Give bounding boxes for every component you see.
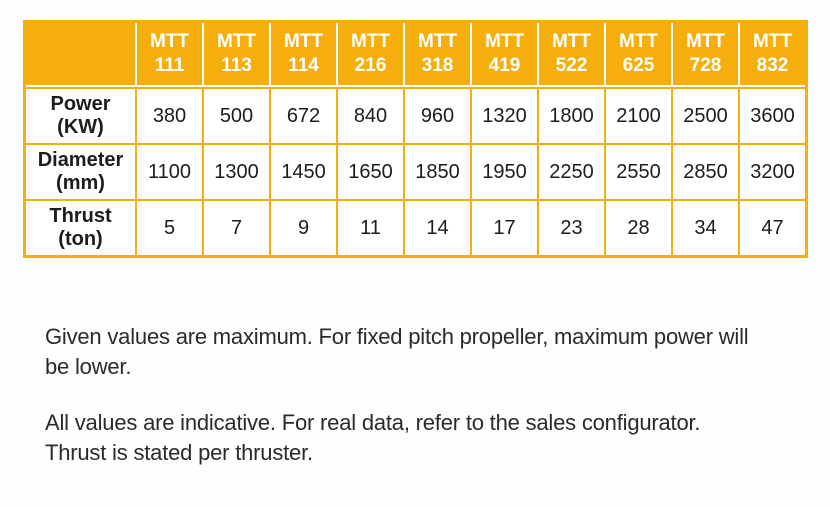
column-header-model: 419 (488, 55, 521, 76)
header-row: MTT 111 MTT 113 MTT 114 MTT 216 MTT 31 (26, 23, 805, 87)
spec-value-cell: 17 (470, 199, 537, 255)
row-label-text: Diameter (37, 149, 124, 171)
column-header-mtt-111: MTT 111 (135, 23, 202, 87)
spec-value-cell: 34 (671, 199, 738, 255)
table-row-thrust: Thrust (ton) 5 7 9 11 14 17 23 28 34 47 (26, 199, 805, 255)
row-label-power: Power (KW) (26, 87, 135, 143)
spec-value-cell: 1950 (470, 143, 537, 199)
column-header-model: 728 (689, 55, 722, 76)
spec-value-cell: 3200 (738, 143, 805, 199)
spec-value-cell: 7 (202, 199, 269, 255)
column-header-series: MTT (283, 31, 324, 52)
spec-value-cell: 47 (738, 199, 805, 255)
spec-value-cell: 2550 (604, 143, 671, 199)
spec-value-cell: 23 (537, 199, 604, 255)
table-row-diameter: Diameter (mm) 1100 1300 1450 1650 1850 1… (26, 143, 805, 199)
spec-value-cell: 2500 (671, 87, 738, 143)
column-header-series: MTT (149, 31, 190, 52)
column-header-series: MTT (417, 31, 458, 52)
spec-value-cell: 1300 (202, 143, 269, 199)
spec-value-cell: 9 (269, 199, 336, 255)
row-label-thrust: Thrust (ton) (26, 199, 135, 255)
row-label-unit: (mm) (56, 172, 105, 194)
column-header-series: MTT (350, 31, 391, 52)
column-header-mtt-832: MTT 832 (738, 23, 805, 87)
spec-value-cell: 2250 (537, 143, 604, 199)
column-header-model: 832 (756, 55, 789, 76)
spec-value-cell: 840 (336, 87, 403, 143)
spec-value-cell: 1650 (336, 143, 403, 199)
spec-value-cell: 1100 (135, 143, 202, 199)
column-header-mtt-113: MTT 113 (202, 23, 269, 87)
column-header-mtt-625: MTT 625 (604, 23, 671, 87)
column-header-model: 216 (354, 55, 387, 76)
spec-value-cell: 3600 (738, 87, 805, 143)
spec-value-cell: 2850 (671, 143, 738, 199)
thruster-spec-table-wrap: MTT 111 MTT 113 MTT 114 MTT 216 MTT 31 (23, 20, 808, 258)
spec-value-cell: 1320 (470, 87, 537, 143)
note-indicative-values: All values are indicative. For real data… (45, 410, 701, 465)
spec-value-cell: 5 (135, 199, 202, 255)
column-header-model: 522 (555, 55, 588, 76)
spec-value-cell: 1450 (269, 143, 336, 199)
column-header-mtt-728: MTT 728 (671, 23, 738, 87)
column-header-model: 625 (622, 55, 655, 76)
thruster-spec-table: MTT 111 MTT 113 MTT 114 MTT 216 MTT 31 (23, 20, 808, 258)
row-label-unit: (KW) (57, 116, 104, 138)
note-maximum-values: Given values are maximum. For fixed pitc… (45, 324, 749, 379)
column-header-series: MTT (551, 31, 592, 52)
row-label-unit: (ton) (58, 228, 103, 250)
column-header-mtt-522: MTT 522 (537, 23, 604, 87)
column-header-mtt-318: MTT 318 (403, 23, 470, 87)
corner-header-cell (26, 23, 135, 87)
column-header-series: MTT (685, 31, 726, 52)
column-header-model: 113 (221, 55, 252, 76)
column-header-mtt-419: MTT 419 (470, 23, 537, 87)
spec-value-cell: 2100 (604, 87, 671, 143)
spec-value-cell: 1800 (537, 87, 604, 143)
column-header-series: MTT (618, 31, 659, 52)
column-header-mtt-216: MTT 216 (336, 23, 403, 87)
spec-value-cell: 672 (269, 87, 336, 143)
spec-value-cell: 380 (135, 87, 202, 143)
row-label-diameter: Diameter (mm) (26, 143, 135, 199)
column-header-series: MTT (216, 31, 257, 52)
column-header-mtt-114: MTT 114 (269, 23, 336, 87)
spec-value-cell: 11 (336, 199, 403, 255)
column-header-model: 318 (421, 55, 454, 76)
spec-value-cell: 500 (202, 87, 269, 143)
spec-value-cell: 960 (403, 87, 470, 143)
row-label-text: Power (50, 93, 111, 115)
row-label-text: Thrust (49, 205, 112, 227)
table-row-power: Power (KW) 380 500 672 840 960 1320 1800… (26, 87, 805, 143)
spec-value-cell: 28 (604, 199, 671, 255)
column-header-series: MTT (484, 31, 525, 52)
spec-value-cell: 14 (403, 199, 470, 255)
spec-value-cell: 1850 (403, 143, 470, 199)
column-header-model: 111 (154, 55, 185, 76)
column-header-series: MTT (752, 31, 793, 52)
column-header-model: 114 (288, 55, 319, 76)
